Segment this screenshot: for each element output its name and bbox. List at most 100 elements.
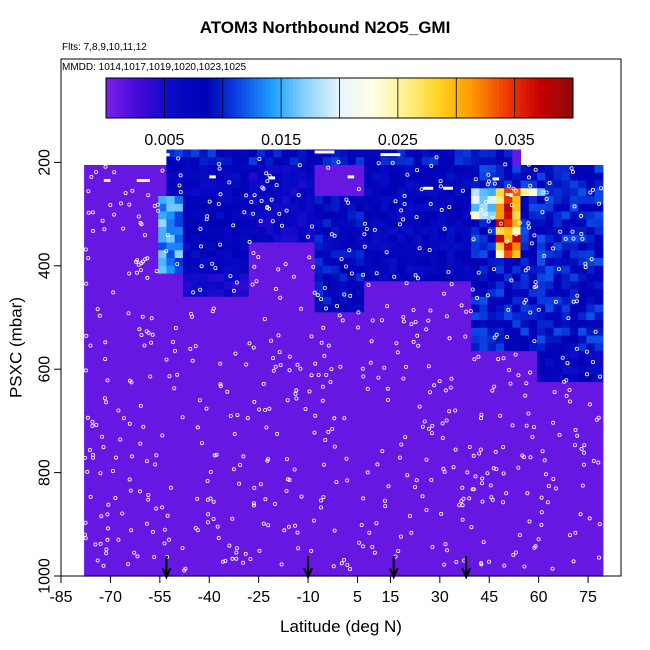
colorbar-segment <box>141 78 146 118</box>
heatmap-cell <box>265 250 274 259</box>
heatmap-cell <box>462 428 472 438</box>
heatmap-cell <box>141 514 151 523</box>
heatmap-cell <box>347 506 357 515</box>
colorbar-tick-label: 0.025 <box>378 132 418 149</box>
heatmap-cell <box>537 281 546 290</box>
heatmap-cell <box>174 172 184 182</box>
track-point <box>311 264 316 269</box>
heatmap-cell <box>355 188 365 197</box>
heatmap-cell <box>339 242 349 251</box>
heatmap-cell <box>487 219 497 228</box>
track-point <box>394 341 399 346</box>
track-point <box>100 434 105 439</box>
heatmap-cell <box>289 521 299 531</box>
heatmap-cell <box>273 289 283 298</box>
heatmap-cell <box>413 397 423 406</box>
heatmap-cell <box>479 405 489 414</box>
heatmap-cell <box>504 560 513 569</box>
heatmap-cell <box>306 234 316 244</box>
heatmap-cell <box>149 529 159 538</box>
heatmap-cell <box>487 389 497 399</box>
track-point <box>328 379 333 384</box>
colorbar-segment <box>199 78 204 118</box>
heatmap-cell <box>141 436 151 445</box>
heatmap-cell <box>306 227 316 236</box>
heatmap-cell <box>380 366 390 375</box>
heatmap-cell <box>413 273 423 282</box>
heatmap-cell <box>100 405 110 414</box>
heatmap-cell <box>569 172 579 182</box>
heatmap-cell <box>289 436 299 445</box>
track-point <box>356 310 361 315</box>
heatmap-cell <box>471 335 480 344</box>
heatmap-cell <box>520 537 530 546</box>
heatmap-cell <box>578 258 587 267</box>
heatmap-cell <box>182 490 192 500</box>
colorbar-segment <box>331 78 337 118</box>
heatmap-cell <box>380 172 390 182</box>
track-point <box>213 266 218 271</box>
track-point <box>326 429 331 434</box>
track-point <box>392 274 397 279</box>
heatmap-cell <box>133 196 143 205</box>
heatmap-cell <box>149 327 159 337</box>
track-point <box>413 485 418 490</box>
heatmap-cell <box>569 405 579 414</box>
track-point <box>88 343 93 348</box>
axes: -85 -70 -55 -40 -25 -10 5 15 30 45 60 7520040060080… <box>7 58 622 636</box>
track-point <box>414 168 419 173</box>
heatmap-cell <box>380 514 390 523</box>
track-point <box>190 358 195 363</box>
x-tick-label: -85 <box>49 589 72 606</box>
track-point <box>583 261 588 266</box>
heatmap-cell <box>454 529 464 538</box>
heatmap-cell <box>133 451 143 461</box>
heatmap-cell <box>578 227 587 236</box>
track-point <box>230 556 235 561</box>
heatmap-cell <box>257 203 266 213</box>
track-point <box>426 318 431 323</box>
heatmap-cell <box>248 428 258 438</box>
heatmap-cell <box>380 351 390 360</box>
heatmap-cell <box>397 498 406 507</box>
heatmap-cell <box>537 180 546 189</box>
track-point <box>170 339 175 344</box>
heatmap-cell <box>240 560 250 569</box>
heatmap-cell <box>298 436 307 445</box>
colorbar-segment <box>121 78 126 118</box>
heatmap-cell <box>495 188 505 197</box>
heatmap-cell <box>405 482 414 492</box>
heatmap-cell <box>314 335 324 344</box>
heatmap-cell <box>504 545 513 554</box>
heatmap-cell <box>141 467 151 476</box>
heatmap-cell <box>372 514 382 523</box>
track-point <box>516 465 521 470</box>
heatmap-cell <box>504 382 513 391</box>
heatmap-cell <box>306 560 316 569</box>
heatmap-cell <box>446 545 456 554</box>
heatmap-cell <box>479 211 489 220</box>
heatmap-cell <box>537 444 546 453</box>
heatmap-cell <box>92 436 102 445</box>
heatmap-cell <box>380 467 390 476</box>
colorbar-segment <box>156 78 161 118</box>
track-point <box>241 560 246 565</box>
heatmap-cell <box>429 149 439 158</box>
heatmap-cell <box>388 482 398 492</box>
heatmap-cell <box>545 258 554 267</box>
heatmap-cell <box>215 397 225 406</box>
heatmap-cell <box>421 529 431 538</box>
heatmap-cell <box>429 389 439 399</box>
heatmap-cell <box>355 490 365 500</box>
colorbar-segment <box>452 78 457 118</box>
track-point <box>138 268 143 273</box>
heatmap-cell <box>397 568 406 577</box>
heatmap-cell <box>586 358 596 368</box>
heatmap-cell <box>215 498 225 507</box>
heatmap-cell <box>314 467 324 476</box>
heatmap-cell <box>331 467 340 476</box>
heatmap-cell <box>372 552 382 562</box>
heatmap-cell <box>215 312 225 321</box>
heatmap-cell <box>364 459 373 469</box>
heatmap-cell <box>108 482 118 492</box>
